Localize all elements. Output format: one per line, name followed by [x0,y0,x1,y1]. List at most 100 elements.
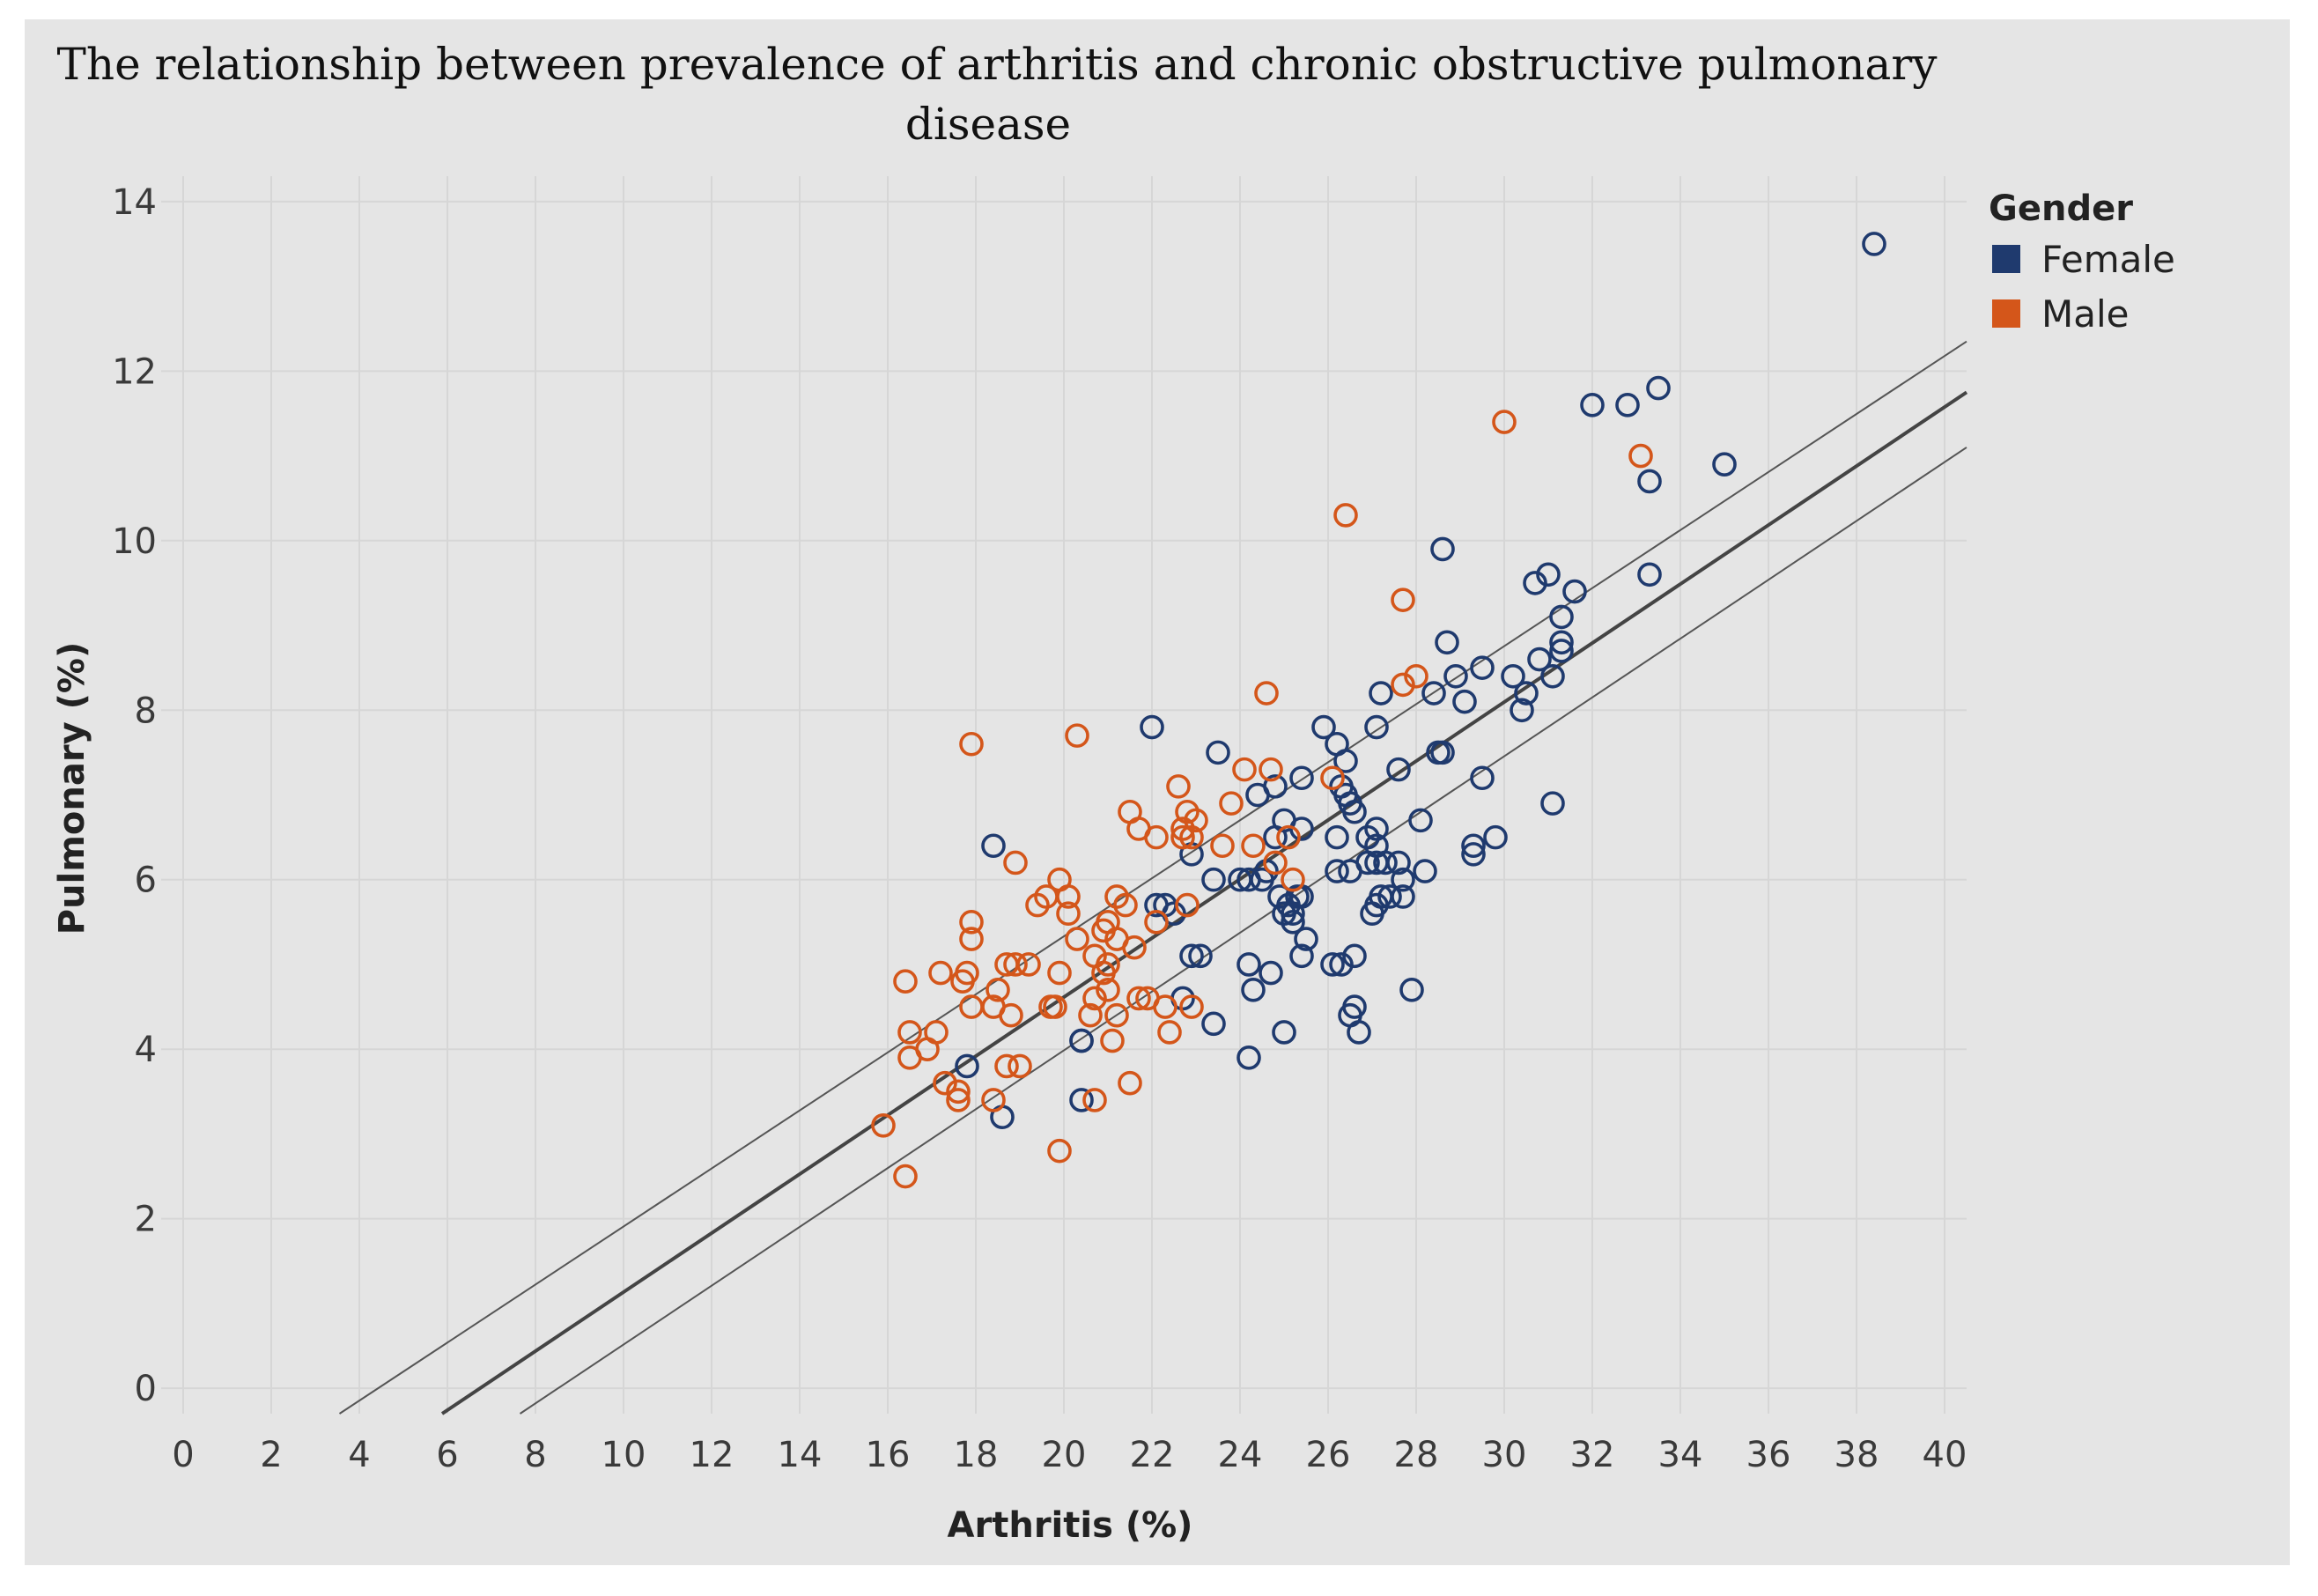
x-axis-title: Arthritis (%) [948,1505,1193,1546]
x-tick-label: 8 [524,1435,546,1475]
x-tick-label: 20 [1042,1435,1087,1475]
data-point-female [1470,655,1495,680]
data-point-female [1206,740,1230,765]
x-tick-label: 40 [1923,1435,1967,1475]
data-point-female [1347,1020,1371,1045]
data-point-female [1237,952,1261,977]
data-point-female [1245,782,1270,808]
data-point-female [1241,978,1266,1002]
data-point-male [1276,824,1301,850]
data-point-male [1122,935,1147,960]
data-point-female [1646,375,1671,401]
data-point-male [1091,960,1116,986]
data-point-male [1047,1138,1072,1164]
grid [161,176,1967,1414]
data-point-female [1281,901,1305,927]
data-point-female [1263,824,1288,850]
data-point-male [1003,850,1028,876]
x-tick-label: 16 [866,1435,911,1475]
data-point-female [1501,663,1525,689]
data-point-female [1430,536,1455,562]
data-point-male [1166,774,1191,799]
data-point-female [1712,452,1737,477]
data-point-male [1254,681,1279,706]
x-tick-label: 12 [690,1435,735,1475]
data-point-male [1219,791,1244,816]
x-tick-label: 26 [1306,1435,1351,1475]
data-point-female [1179,943,1204,969]
legend-label-female: Female [2041,238,2175,281]
data-point-female [1408,808,1433,833]
x-axis-ticks: 0 2 4 6 8 10 12 14 16 18 20 22 24 26 28 30 32 34 36 38 40 [172,1435,1967,1475]
x-tick-label: 10 [602,1435,646,1475]
data-point-male [1113,892,1138,918]
data-point-female [1272,1020,1296,1045]
data-point-male [1003,952,1028,977]
data-point-female [1259,960,1283,986]
data-point-female [1386,757,1411,782]
data-point-female [1140,714,1164,740]
data-point-female [1413,859,1437,883]
x-tick-label: 24 [1218,1435,1263,1475]
data-point-female [1188,943,1213,969]
data-point-male [1210,833,1235,859]
data-point-male [1144,824,1169,850]
data-point-male [1100,1028,1125,1053]
x-tick-label: 38 [1834,1435,1879,1475]
data-point-male [1179,824,1204,850]
data-point-male [1175,892,1200,918]
data-point-female [1325,859,1349,883]
data-point-female [1369,681,1393,706]
x-tick-label: 0 [172,1435,194,1475]
data-point-female [1364,714,1389,740]
data-point-male [946,1079,971,1105]
y-tick-label: 10 [112,521,157,562]
data-point-female [1461,833,1486,859]
data-point-female [1391,867,1415,892]
data-point-male [959,731,984,757]
data-point-female [1289,765,1314,791]
data-point-male [893,969,918,994]
x-tick-label: 2 [260,1435,282,1475]
data-point-male [933,1070,957,1096]
x-tick-label: 34 [1658,1435,1703,1475]
data-point-male [981,1088,1006,1112]
y-tick-label: 4 [135,1030,157,1070]
data-point-female [1386,850,1411,876]
confidence-band [338,340,1967,1415]
y-axis-title: Pulmonary (%) [52,642,92,935]
data-point-female [1342,943,1367,969]
data-point-female [1540,791,1565,816]
data-point-female [1536,562,1561,587]
data-point-female [1325,824,1349,850]
data-point-female [1333,749,1358,773]
data-point-male [999,1002,1023,1028]
data-point-female [1069,1088,1094,1112]
data-point-female [1435,630,1459,655]
legend: Gender Female Male [1989,188,2175,336]
data-point-female [1373,850,1398,876]
x-tick-label: 18 [954,1435,999,1475]
data-point-female [1637,562,1662,587]
data-point-male [1043,994,1067,1019]
x-tick-label: 4 [348,1435,370,1475]
data-point-male [1259,757,1283,782]
data-point-female [1470,765,1495,791]
data-point-male [959,910,984,935]
data-point-male [897,1020,922,1045]
data-point-female [1421,681,1446,706]
data-point-male [1025,892,1050,918]
data-point-female [1391,884,1415,909]
x-tick-label: 28 [1394,1435,1439,1475]
data-point-male [1263,850,1288,876]
y-tick-label: 6 [135,861,157,901]
data-point-male [1144,910,1169,935]
data-point-male [1157,1020,1182,1045]
data-point-male [950,969,975,994]
data-point-male [1078,1002,1103,1028]
data-point-female [1228,867,1252,892]
data-point-male [1391,587,1415,612]
data-point-female [1289,943,1314,969]
data-point-female [1237,1046,1261,1070]
